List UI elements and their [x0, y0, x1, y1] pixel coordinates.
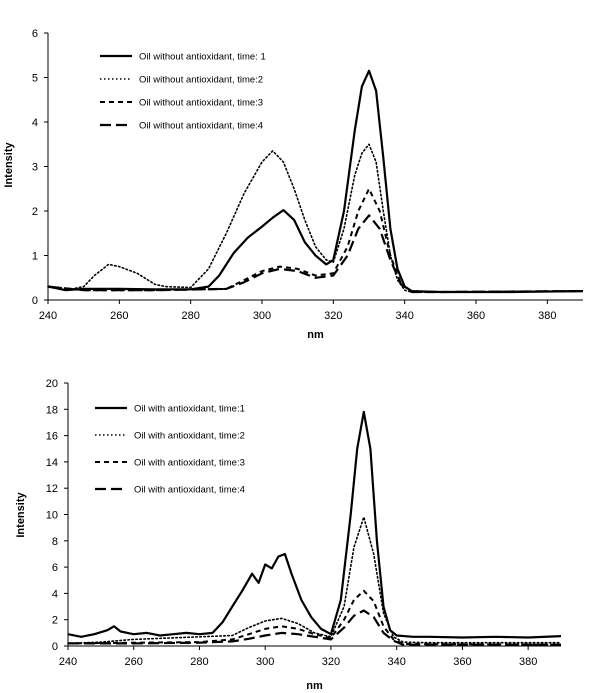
series-line-1 [67, 410, 562, 639]
y-tick-label: 0 [32, 295, 38, 307]
legend-label-3: Oil without antioxidant, time:3 [139, 98, 263, 109]
legend-label-2: Oil with antioxidant, time:2 [134, 431, 245, 442]
series-line-4 [68, 609, 561, 646]
chart-without-antioxidant: 240 260 280 300 320 340 360 380 0 1 2 3 4 5 6 nm Intensi… [3, 28, 584, 341]
x-tick-label: 320 [322, 656, 340, 668]
legend-label-2: Oil without antioxidant, time:2 [139, 75, 263, 86]
y-tick-label: 14 [46, 457, 58, 469]
series-line-3 [47, 187, 584, 293]
x-axis-label: nm [306, 680, 323, 692]
x-tick-label: 260 [110, 310, 128, 322]
x-tick-label: 380 [538, 310, 556, 322]
legend-label-1: Oil with antioxidant, time:1 [134, 404, 245, 415]
legend-label-3: Oil with antioxidant, time:3 [134, 458, 245, 469]
y-axis-label: Intensity [15, 492, 27, 538]
x-tick-label: 340 [395, 310, 413, 322]
y-tick-label: 8 [52, 536, 58, 548]
y-tick-label: 6 [32, 28, 38, 40]
y-tick-label: 10 [46, 510, 58, 522]
y-tick-label: 0 [52, 641, 58, 653]
x-tick-label: 340 [387, 656, 405, 668]
y-tick-label: 4 [32, 117, 38, 129]
x-tick-label: 280 [190, 656, 208, 668]
x-tick-label: 320 [324, 310, 342, 322]
x-tick-label: 360 [467, 310, 485, 322]
x-tick-label: 280 [181, 310, 199, 322]
x-tick-label: 300 [253, 310, 271, 322]
y-tick-label: 6 [52, 562, 58, 574]
x-tick-label: 380 [519, 656, 537, 668]
y-tick-label: 5 [32, 73, 38, 85]
series-line-1 [47, 69, 584, 294]
x-tick-label: 260 [125, 656, 143, 668]
x-tick-label: 360 [453, 656, 471, 668]
x-axis-label: nm [307, 329, 324, 341]
y-axis-label: Intensity [3, 142, 15, 188]
series-line-2 [47, 143, 584, 293]
y-tick-label: 4 [52, 588, 58, 600]
chart-with-antioxidant: 240 260 280 300 320 340 360 380 0 2 4 6 8 10 12 14 16 18 2… [15, 378, 562, 692]
legend-label-1: Oil without antioxidant, time: 1 [139, 52, 266, 63]
legend-label-4: Oil with antioxidant, time:4 [134, 485, 245, 496]
x-tick-label: 240 [59, 656, 77, 668]
y-tick-label: 12 [46, 483, 58, 495]
y-tick-label: 2 [52, 615, 58, 627]
y-tick-label: 16 [46, 431, 58, 443]
legend-label-4: Oil without antioxidant, time:4 [139, 121, 263, 132]
series-line-2 [67, 516, 562, 645]
series-line-4 [47, 214, 584, 294]
x-tick-label: 300 [256, 656, 274, 668]
x-tick-label: 240 [39, 310, 57, 322]
y-tick-label: 20 [46, 378, 58, 390]
y-tick-label: 1 [32, 251, 38, 263]
y-tick-label: 18 [46, 404, 58, 416]
y-tick-label: 3 [32, 162, 38, 174]
y-tick-label: 2 [32, 206, 38, 218]
